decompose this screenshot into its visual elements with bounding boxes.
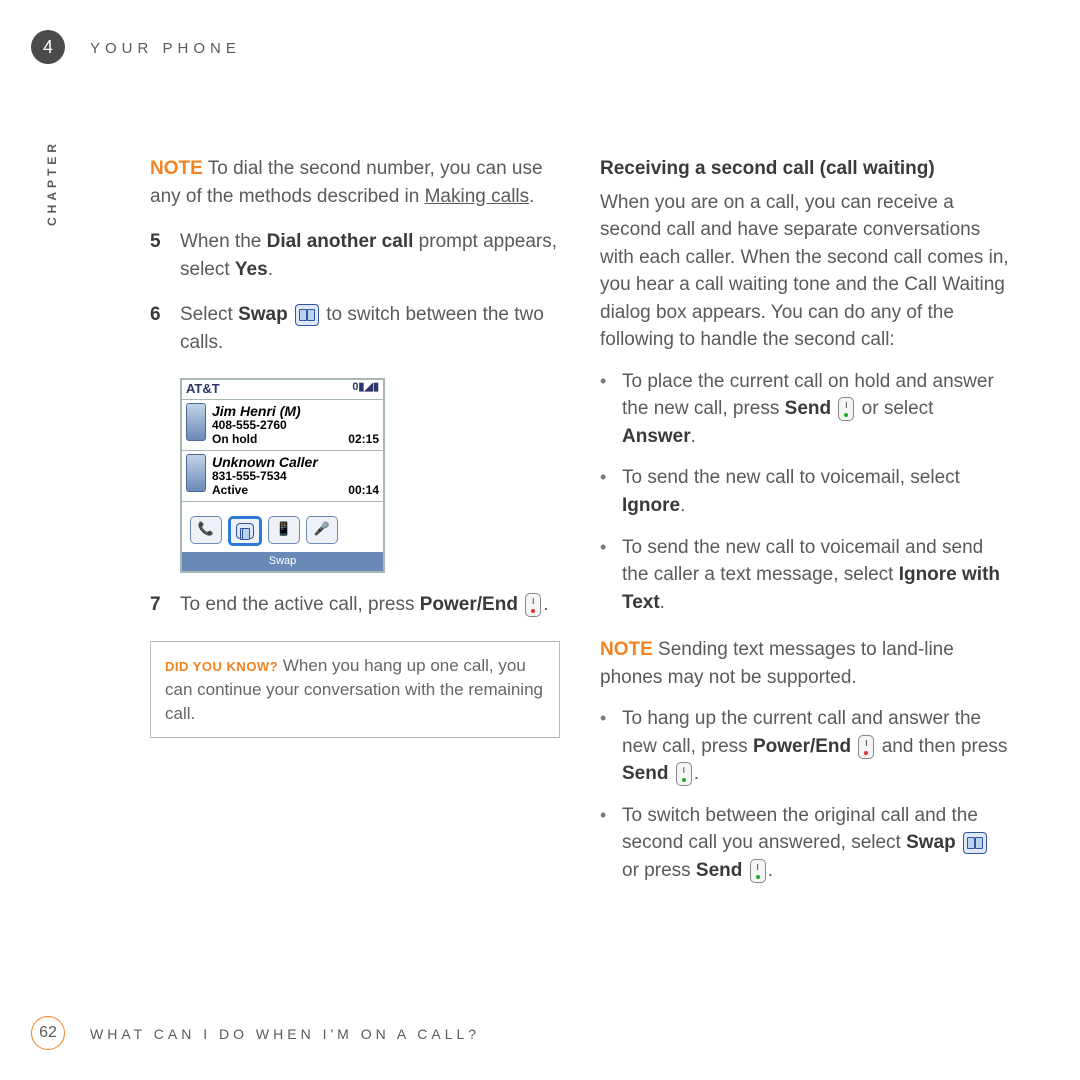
swap-icon	[963, 832, 987, 854]
text: .	[680, 495, 685, 516]
step-7: 7 To end the active call, press Power/En…	[150, 591, 560, 619]
text-bold: Answer	[622, 426, 691, 447]
swap-icon	[295, 304, 319, 326]
bullet-body: To place the current call on hold and an…	[622, 368, 1010, 451]
send-key-icon: ı	[676, 762, 692, 786]
note-text: Sending text messages to land-line phone…	[600, 639, 954, 688]
text: .	[768, 860, 773, 881]
bullet-dot: •	[600, 534, 622, 617]
text-bold: Ignore	[622, 495, 680, 516]
text: .	[694, 763, 699, 784]
text-bold: Power/End	[753, 736, 851, 757]
step-body: To end the active call, press Power/End …	[180, 591, 560, 619]
send-key-icon: ı	[750, 859, 766, 883]
text: Select	[180, 304, 238, 325]
text: .	[268, 259, 273, 280]
intro-paragraph: When you are on a call, you can receive …	[600, 189, 1010, 354]
chapter-badge: 4	[31, 30, 65, 64]
call-info: Unknown Caller 831-555-7534 Active 00:14	[212, 454, 379, 498]
text: .	[660, 592, 665, 613]
caller-name: Unknown Caller	[212, 454, 379, 470]
tip-label: DID YOU KNOW?	[165, 659, 278, 674]
bullet-4: • To hang up the current call and answer…	[600, 705, 1010, 788]
phone-btn-speaker: 📞	[190, 516, 222, 544]
section-heading: Receiving a second call (call waiting)	[600, 155, 1010, 183]
bullet-dot: •	[600, 705, 622, 788]
caller-number: 408-555-2760	[212, 419, 379, 433]
note-paragraph: NOTE To dial the second number, you can …	[150, 155, 560, 210]
bullet-dot: •	[600, 802, 622, 885]
phone-btn-conference: 📱	[268, 516, 300, 544]
call-status: Active	[212, 484, 248, 498]
page-header: YOUR PHONE	[90, 40, 241, 57]
chapter-label: CHAPTER	[45, 140, 59, 226]
phone-footer: Swap	[182, 552, 383, 572]
text: or press	[622, 860, 696, 881]
step-6: 6 Select Swap to switch between the two …	[150, 301, 560, 356]
send-key-icon: ı	[838, 397, 854, 421]
text: When the	[180, 231, 267, 252]
call-time: 02:15	[348, 433, 379, 447]
tip-box: DID YOU KNOW? When you hang up one call,…	[150, 641, 560, 738]
call-info: Jim Henri (M) 408-555-2760 On hold 02:15	[212, 403, 379, 447]
right-column: Receiving a second call (call waiting) W…	[600, 155, 1010, 885]
content-area: NOTE To dial the second number, you can …	[150, 155, 1030, 885]
bullet-2: • To send the new call to voicemail, sel…	[600, 464, 1010, 519]
bullet-dot: •	[600, 368, 622, 451]
text: or select	[856, 398, 933, 419]
text-bold: Swap	[238, 304, 288, 325]
text: .	[543, 594, 548, 615]
note-link[interactable]: Making calls	[425, 186, 530, 207]
phone-statusbar: AT&T 0▮◢▮	[182, 380, 383, 400]
text-bold: Send	[785, 398, 831, 419]
step-body: When the Dial another call prompt appear…	[180, 228, 560, 283]
power-end-key-icon: ı	[858, 735, 874, 759]
note-text-b: .	[529, 186, 534, 207]
power-end-key-icon: ı	[525, 593, 541, 617]
phone-button-row: 📞 📱 🎤	[182, 502, 383, 552]
bullet-body: To switch between the original call and …	[622, 802, 1010, 885]
note-paragraph-2: NOTE Sending text messages to land-line …	[600, 636, 1010, 691]
step-number: 5	[150, 228, 180, 283]
signal-icon: 0▮◢▮	[352, 380, 379, 399]
step-body: Select Swap to switch between the two ca…	[180, 301, 560, 356]
call-status: On hold	[212, 433, 257, 447]
text-bold: Send	[696, 860, 742, 881]
phone-icon	[186, 403, 206, 441]
bullet-1: • To place the current call on hold and …	[600, 368, 1010, 451]
bullet-dot: •	[600, 464, 622, 519]
text-bold: Power/End	[420, 594, 518, 615]
note-label: NOTE	[600, 639, 653, 660]
call-row-2: Unknown Caller 831-555-7534 Active 00:14	[182, 451, 383, 502]
bullet-3: • To send the new call to voicemail and …	[600, 534, 1010, 617]
text: .	[691, 426, 696, 447]
left-column: NOTE To dial the second number, you can …	[150, 155, 560, 885]
step-number: 6	[150, 301, 180, 356]
footer-title: WHAT CAN I DO WHEN I'M ON A CALL?	[90, 1026, 480, 1042]
text: and then press	[876, 736, 1007, 757]
caller-number: 831-555-7534	[212, 470, 379, 484]
phone-btn-mute: 🎤	[306, 516, 338, 544]
text-bold: Dial another call	[267, 231, 414, 252]
bullet-body: To send the new call to voicemail and se…	[622, 534, 1010, 617]
step-number: 7	[150, 591, 180, 619]
carrier-label: AT&T	[186, 380, 220, 399]
phone-btn-swap	[228, 516, 262, 546]
text-bold: Send	[622, 763, 668, 784]
call-row-1: Jim Henri (M) 408-555-2760 On hold 02:15	[182, 400, 383, 451]
bullet-5: • To switch between the original call an…	[600, 802, 1010, 885]
phone-screenshot: AT&T 0▮◢▮ Jim Henri (M) 408-555-2760 On …	[180, 378, 385, 573]
bullet-body: To send the new call to voicemail, selec…	[622, 464, 1010, 519]
caller-name: Jim Henri (M)	[212, 403, 379, 419]
phone-icon	[186, 454, 206, 492]
step-5: 5 When the Dial another call prompt appe…	[150, 228, 560, 283]
bullet-body: To hang up the current call and answer t…	[622, 705, 1010, 788]
call-time: 00:14	[348, 484, 379, 498]
text: To end the active call, press	[180, 594, 420, 615]
note-label: NOTE	[150, 158, 203, 179]
text: To send the new call to voicemail, selec…	[622, 467, 960, 488]
page-number-badge: 62	[31, 1016, 65, 1050]
text-bold: Swap	[906, 832, 956, 853]
text-bold: Yes	[235, 259, 268, 280]
